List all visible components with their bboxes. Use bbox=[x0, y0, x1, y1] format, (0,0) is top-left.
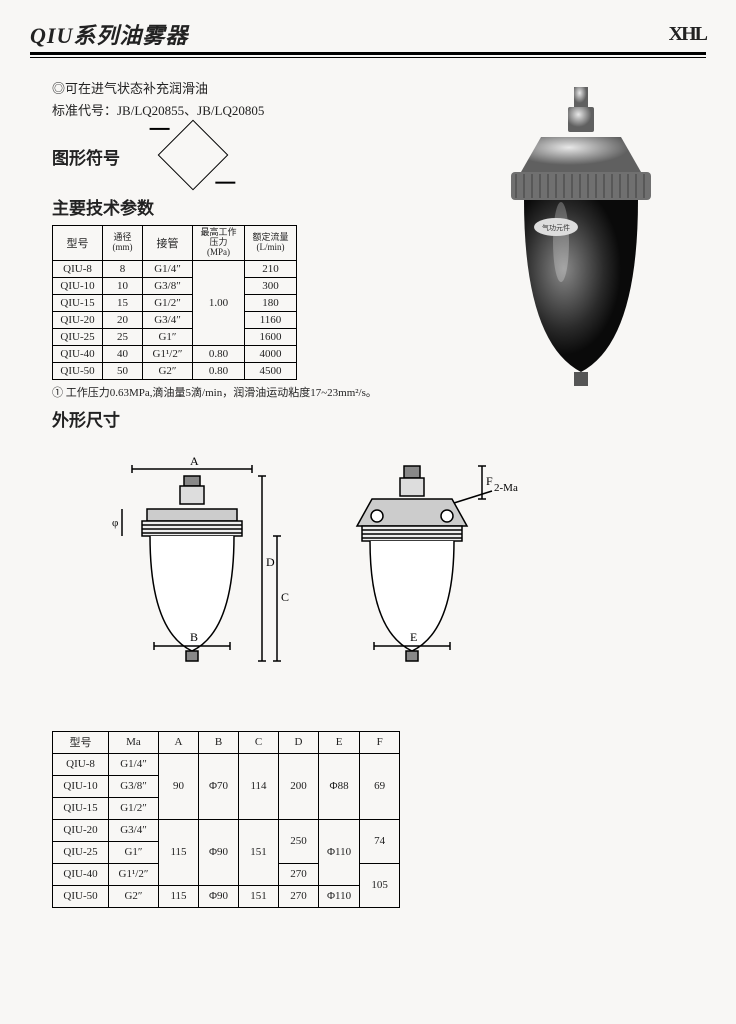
table-row: QIU-2525G1″1600 bbox=[53, 328, 297, 345]
th-press: 最高工作压力 (MPa) bbox=[193, 226, 245, 261]
dims-table: 型号 Ma A B C D E F QIU-8G1/4″ 90Φ70114200… bbox=[52, 731, 400, 908]
page-header: QIU系列油雾器 XHL bbox=[30, 18, 706, 50]
page-title: QIU系列油雾器 bbox=[30, 18, 188, 50]
th-bore: 通径 (mm) bbox=[103, 226, 143, 261]
product-photo: 气功元件 bbox=[486, 82, 676, 392]
svg-text:E: E bbox=[410, 630, 417, 644]
table-row: QIU-1010G3/8″300 bbox=[53, 277, 297, 294]
divider-thin bbox=[30, 57, 706, 58]
title-suffix: 系列油雾器 bbox=[73, 23, 188, 48]
divider-thick bbox=[30, 52, 706, 55]
svg-text:2-Ma: 2-Ma bbox=[494, 482, 518, 494]
svg-text:A: A bbox=[190, 454, 199, 468]
brand-logo: XHL bbox=[669, 23, 706, 46]
svg-text:C: C bbox=[281, 590, 289, 604]
diagram-front-icon: A B C D φ bbox=[92, 451, 292, 681]
specs-table: 型号 通径 (mm) 接管 最高工作压力 (MPa) 额定流量 (L/min) … bbox=[52, 225, 297, 380]
table-header-row: 型号 Ma A B C D E F bbox=[53, 731, 400, 753]
table-row: QIU-5050G2″0.804500 bbox=[53, 362, 297, 379]
table-row: QIU-8G1/4″ 90Φ70114200Φ8869 bbox=[53, 753, 400, 775]
table-row: QIU-50G2″115Φ90151270Φ110 bbox=[53, 885, 400, 907]
dimension-diagrams: A B C D φ E F 2-Ma bbox=[52, 451, 706, 681]
table-row: QIU-20G3/4″ 115Φ90151250Φ11074 bbox=[53, 819, 400, 841]
svg-text:φ: φ bbox=[112, 517, 118, 529]
table-row: QIU-1515G1/2″180 bbox=[53, 294, 297, 311]
svg-text:B: B bbox=[190, 630, 198, 644]
section-symbol-title: 图形符号 bbox=[52, 144, 120, 169]
diagram-side-icon: E F 2-Ma bbox=[322, 451, 522, 681]
th-flow: 额定流量 (L/min) bbox=[245, 226, 297, 261]
title-prefix: QIU bbox=[30, 23, 73, 48]
symbol-diamond-icon bbox=[158, 120, 229, 191]
svg-text:D: D bbox=[266, 555, 275, 569]
table-row: QIU-88G1/4″1.00210 bbox=[53, 260, 297, 277]
svg-text:气功元件: 气功元件 bbox=[542, 223, 570, 232]
th-model: 型号 bbox=[53, 226, 103, 261]
section-dims-title: 外形尺寸 bbox=[52, 406, 706, 431]
table-row: QIU-2020G3/4″1160 bbox=[53, 311, 297, 328]
svg-text:F: F bbox=[486, 474, 493, 488]
table-header-row: 型号 通径 (mm) 接管 最高工作压力 (MPa) 额定流量 (L/min) bbox=[53, 226, 297, 261]
th-conn: 接管 bbox=[143, 226, 193, 261]
table-row: QIU-4040G1¹/2″0.804000 bbox=[53, 345, 297, 362]
